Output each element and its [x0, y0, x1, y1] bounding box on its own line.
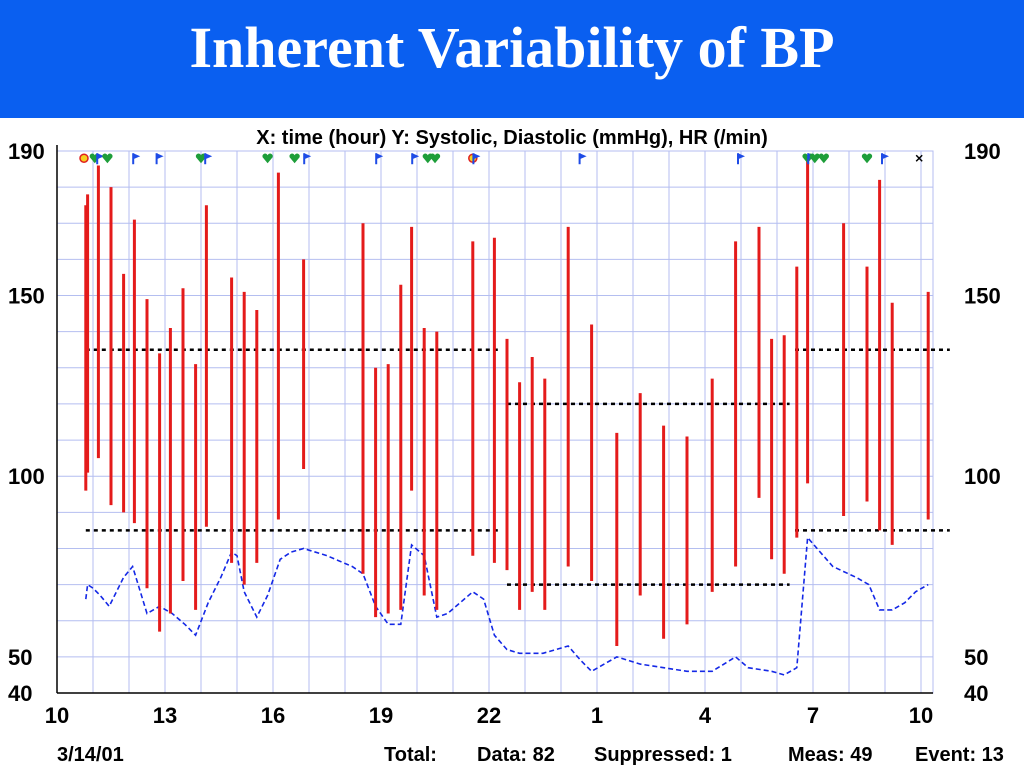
bp-chart: X: time (hour) Y: Systolic, Diastolic (m… [8, 127, 1004, 766]
flag-marker-icon [97, 153, 105, 160]
x-tick-label: 19 [369, 703, 393, 728]
flag-marker-icon [412, 153, 420, 160]
x-tick-label: 22 [477, 703, 501, 728]
y-tick-label-right: 100 [964, 464, 1001, 489]
flag-marker-icon [473, 153, 481, 160]
y-tick-label-left: 150 [8, 284, 45, 309]
threshold-layer [85, 348, 950, 586]
flag-marker-icon [133, 153, 141, 160]
heart-marker-icon [861, 153, 873, 164]
heart-marker-icon [818, 153, 829, 164]
bp-bar-layer [84, 158, 930, 647]
y-tick-labels-right: 190 150 100 50 40 [964, 139, 1001, 706]
x-tick-label: 1 [591, 703, 603, 728]
heart-marker-icon [429, 153, 441, 164]
summary-suppressed: Suppressed: 1 [594, 744, 732, 766]
y-tick-label-right: 50 [964, 645, 988, 670]
x-tick-label: 10 [45, 703, 69, 728]
event-marker-layer [79, 153, 923, 165]
flag-marker-icon [376, 153, 384, 160]
summary-data: Data: 82 [477, 744, 555, 766]
y-tick-label-left: 190 [8, 139, 45, 164]
x-tick-labels: 10 13 16 19 22 1 4 7 10 [45, 703, 933, 728]
summary-event: Event: 13 [915, 744, 1004, 766]
y-tick-label-left: 100 [8, 464, 45, 489]
title-bar: Inherent Variability of BP [0, 0, 1024, 118]
chart-title: X: time (hour) Y: Systolic, Diastolic (m… [256, 127, 768, 149]
date-label: 3/14/01 [57, 744, 124, 766]
y-tick-label-right: 40 [964, 681, 988, 706]
flag-marker-icon [304, 153, 312, 160]
x-tick-label: 7 [807, 703, 819, 728]
summary-meas: Meas: 49 [788, 744, 873, 766]
x-tick-label: 4 [699, 703, 712, 728]
heart-marker-icon [262, 153, 273, 164]
heart-rate-layer [85, 535, 929, 676]
x-tick-label: 16 [261, 703, 285, 728]
cross-marker-icon [915, 154, 923, 162]
circle-marker-icon [79, 153, 89, 163]
flag-marker-icon [205, 153, 213, 160]
y-tick-label-right: 190 [964, 139, 1001, 164]
summary-total: Total: [384, 744, 437, 766]
y-tick-label-left: 40 [8, 681, 32, 706]
heart-marker-icon [809, 153, 820, 164]
y-tick-label-right: 150 [964, 284, 1001, 309]
y-tick-label-left: 50 [8, 645, 32, 670]
flag-marker-icon [882, 153, 889, 160]
heart-marker-icon [102, 153, 113, 164]
x-tick-label: 10 [909, 703, 933, 728]
flag-marker-icon [738, 153, 745, 160]
heart-rate-line [85, 535, 929, 676]
heart-marker-icon [289, 153, 300, 164]
heart-marker-icon [195, 153, 207, 164]
flag-marker-icon [156, 153, 164, 160]
flag-marker-icon [579, 153, 587, 160]
x-tick-label: 13 [153, 703, 177, 728]
y-tick-labels-left: 190 150 100 50 40 [8, 139, 45, 706]
slide-title: Inherent Variability of BP [189, 15, 835, 80]
